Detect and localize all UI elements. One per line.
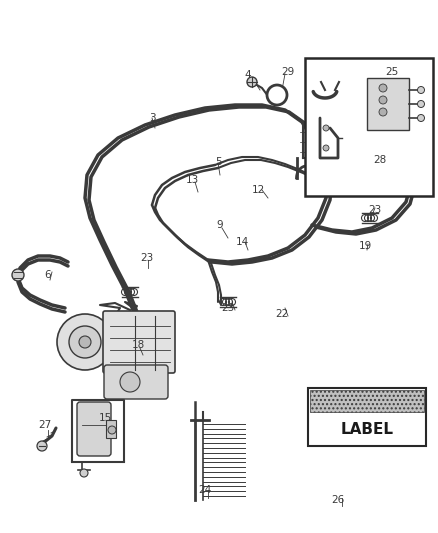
Circle shape	[120, 372, 140, 392]
Text: 23: 23	[140, 253, 154, 263]
Text: 4: 4	[245, 70, 251, 80]
Circle shape	[37, 441, 47, 451]
Text: 28: 28	[373, 155, 387, 165]
FancyBboxPatch shape	[77, 402, 111, 456]
Circle shape	[57, 314, 113, 370]
Circle shape	[417, 115, 424, 122]
Circle shape	[12, 269, 24, 281]
Bar	[310, 390, 424, 412]
Circle shape	[80, 469, 88, 477]
Circle shape	[417, 86, 424, 93]
Circle shape	[108, 426, 116, 434]
Circle shape	[79, 336, 91, 348]
Text: 24: 24	[198, 485, 212, 495]
Circle shape	[267, 85, 287, 105]
Circle shape	[247, 77, 257, 87]
Circle shape	[323, 125, 329, 131]
Text: 9: 9	[217, 220, 223, 230]
Text: 6: 6	[45, 270, 51, 280]
Bar	[305, 58, 433, 196]
Circle shape	[417, 101, 424, 108]
Text: 29: 29	[281, 67, 295, 77]
Text: 14: 14	[235, 237, 249, 247]
Text: 15: 15	[99, 413, 112, 423]
Text: 23: 23	[221, 303, 235, 313]
Circle shape	[323, 145, 329, 151]
Text: 12: 12	[251, 185, 265, 195]
Text: 13: 13	[185, 175, 198, 185]
Text: 23: 23	[368, 205, 381, 215]
Text: 18: 18	[131, 340, 145, 350]
Bar	[106, 420, 116, 438]
Bar	[308, 388, 426, 446]
Text: LABEL: LABEL	[340, 422, 393, 437]
Text: 3: 3	[148, 113, 155, 123]
Text: 22: 22	[276, 309, 289, 319]
Circle shape	[379, 84, 387, 92]
Circle shape	[379, 108, 387, 116]
Text: 27: 27	[39, 420, 52, 430]
Text: 25: 25	[385, 67, 399, 77]
Text: 19: 19	[358, 241, 371, 251]
Text: 26: 26	[332, 495, 345, 505]
FancyBboxPatch shape	[103, 311, 175, 373]
Bar	[367, 78, 409, 130]
Circle shape	[379, 96, 387, 104]
Text: 5: 5	[215, 157, 221, 167]
FancyBboxPatch shape	[104, 365, 168, 399]
Circle shape	[69, 326, 101, 358]
